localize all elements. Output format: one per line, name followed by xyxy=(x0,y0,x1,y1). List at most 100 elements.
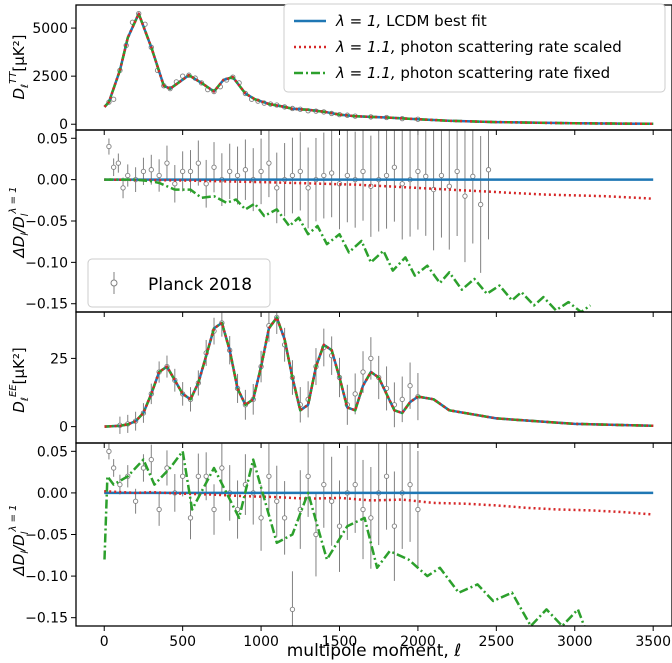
x-axis-label: multipole moment, ℓ xyxy=(287,641,461,661)
data-point xyxy=(258,515,264,521)
data-point xyxy=(258,168,264,175)
data-point xyxy=(106,143,112,150)
data-point xyxy=(383,172,390,179)
data-point xyxy=(266,473,272,479)
data-point xyxy=(187,515,194,521)
data-point xyxy=(227,168,233,175)
data-point xyxy=(360,168,366,175)
data-point xyxy=(289,606,296,613)
x-tick-label: 1000 xyxy=(243,634,279,650)
plot-area-tt xyxy=(103,11,654,126)
y-tick-label: −0.15 xyxy=(25,611,68,627)
y-tick-label: 0 xyxy=(59,117,68,133)
data-point xyxy=(148,456,154,463)
data-point xyxy=(140,168,147,175)
svg-text:λ = 1.1, photon scattering rat: λ = 1.1, photon scattering rate fixed xyxy=(335,64,610,82)
data-point xyxy=(297,168,303,175)
data-point xyxy=(281,515,288,521)
data-point xyxy=(360,506,366,513)
ylabel-tt: DℓTT[μK²] xyxy=(8,34,31,99)
data-point xyxy=(399,396,405,402)
data-point xyxy=(289,172,296,179)
data-point xyxy=(478,201,484,208)
data-point xyxy=(110,96,117,102)
data-point xyxy=(156,506,162,513)
data-point xyxy=(399,181,405,187)
data-point xyxy=(106,448,112,454)
data-point xyxy=(187,168,194,175)
data-point xyxy=(211,506,217,513)
data-point xyxy=(446,183,452,189)
data-point xyxy=(352,481,358,488)
data-legend: Planck 2018 xyxy=(87,258,271,308)
ylabel-ee-resid: ΔDl/Dlλ = 1 xyxy=(8,504,31,576)
data-point xyxy=(462,193,468,199)
y-tick-label: −0.15 xyxy=(25,297,68,313)
data-point xyxy=(148,167,154,173)
data-point xyxy=(219,465,225,471)
y-tick-label: −0.10 xyxy=(25,569,68,585)
y-tick-label: −0.05 xyxy=(25,528,68,544)
panel-ee: 0 25 xyxy=(50,311,672,448)
data-point xyxy=(195,160,201,166)
data-point xyxy=(423,173,429,179)
data-point xyxy=(203,473,209,479)
panel-ee_resid: 0.05 0.00 −0.05 −0.10 −0.15 0 500 1000 1500 2000 2… xyxy=(25,442,672,650)
data-point xyxy=(195,473,201,479)
data-point xyxy=(360,369,366,375)
data-point xyxy=(313,531,319,538)
series-scaled-line xyxy=(104,489,654,516)
plot-area-tt_resid xyxy=(104,130,654,312)
data-point xyxy=(132,498,139,504)
data-point xyxy=(180,168,186,175)
y-tick-label: −0.05 xyxy=(25,214,68,230)
data-point xyxy=(211,164,217,170)
data-point xyxy=(470,173,476,179)
data-point xyxy=(485,167,492,173)
axes-frame-ee_resid xyxy=(75,442,672,627)
data-point xyxy=(407,383,413,389)
data-point xyxy=(115,160,121,166)
data-point xyxy=(336,523,343,529)
data-point xyxy=(274,498,280,504)
x-tick-label: 2000 xyxy=(400,634,436,650)
panel-tt_resid: 0.05 0.00 −0.05 −0.10 −0.15 xyxy=(25,129,672,317)
data-point xyxy=(203,181,209,187)
data-point xyxy=(110,465,117,471)
ylabel-tt-resid: ΔDl/Dlλ = 1 xyxy=(8,186,31,258)
y-tick-label: 0.05 xyxy=(37,444,68,460)
data-point xyxy=(242,167,249,173)
data-point xyxy=(391,523,398,529)
panel-tt: 0 2500 5000 xyxy=(32,4,672,135)
x-tick-label: 1500 xyxy=(322,634,358,650)
data-point xyxy=(415,168,421,175)
data-point xyxy=(415,506,421,513)
svg-text:ΔDl/Dlλ = 1: ΔDl/Dlλ = 1 xyxy=(8,504,31,576)
data-point xyxy=(172,181,178,187)
data-point xyxy=(180,473,186,479)
series-scaled-line xyxy=(104,178,654,200)
ylabel-ee: DℓEE[μK²] xyxy=(8,347,31,412)
y-tick-label: 0.00 xyxy=(37,173,68,189)
plot-area-ee_resid xyxy=(103,443,654,626)
series-fixed-line xyxy=(104,178,592,312)
data-point xyxy=(321,172,327,179)
legend-entry-scaled: λ = 1.1, photon scattering rate scaled xyxy=(294,38,622,56)
svg-text:DℓTT[μK²]: DℓTT[μK²] xyxy=(8,34,31,99)
legend: λ = 1, LCDM best fit λ = 1.1, photon sca… xyxy=(283,3,666,93)
y-tick-label: 0 xyxy=(59,420,68,436)
data-point xyxy=(117,481,123,488)
data-point xyxy=(125,172,131,179)
data-point xyxy=(305,185,311,191)
legend-entry-lcdm: λ = 1, LCDM best fit xyxy=(294,12,487,30)
legend-entry-fixed: λ = 1.1, photon scattering rate fixed xyxy=(294,64,610,82)
data-point xyxy=(329,170,335,176)
y-tick-label: 0.05 xyxy=(37,131,68,147)
data-point xyxy=(368,515,374,521)
series-scaled-line xyxy=(104,316,654,428)
svg-text:ΔDl/Dlλ = 1: ΔDl/Dlλ = 1 xyxy=(8,186,31,258)
data-point xyxy=(438,172,445,179)
data-point xyxy=(321,481,327,488)
data-point xyxy=(329,498,335,504)
